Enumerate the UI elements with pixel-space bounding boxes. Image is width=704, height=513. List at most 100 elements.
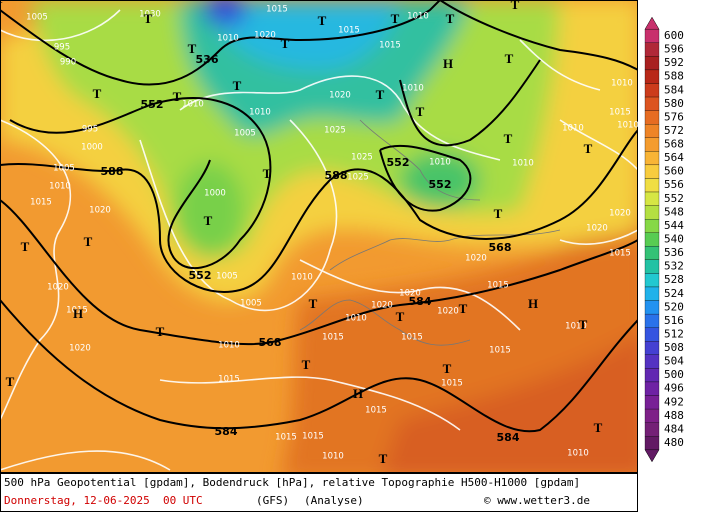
isobar-label: 995 xyxy=(54,43,70,53)
colorbar-label: 580 xyxy=(664,97,684,110)
pressure-center: T xyxy=(505,51,514,66)
isobar-label: 1010 xyxy=(218,341,240,351)
colorbar-swatch xyxy=(644,327,660,342)
isobar-label: 1020 xyxy=(89,206,111,216)
isobar-label: 1010 xyxy=(611,79,633,89)
contour-label: 568 xyxy=(489,241,512,254)
map-labels: 536 552 588 552 588 552 552 568 584 568 584 584 1005… xyxy=(0,0,639,466)
isobar-label: 1015 xyxy=(609,249,631,259)
colorbar-label: 504 xyxy=(664,355,684,368)
pressure-center: T xyxy=(391,11,400,26)
colorbar-swatch xyxy=(644,436,660,450)
colorbar-label: 508 xyxy=(664,341,684,354)
isobar-label: 1000 xyxy=(81,143,103,153)
colorbar-swatch xyxy=(644,42,660,57)
colorbar-swatch xyxy=(644,259,660,274)
map-field xyxy=(0,0,638,473)
pressure-center: T xyxy=(204,213,213,228)
colorbar-swatch xyxy=(644,151,660,166)
colorbar-arrow-bottom xyxy=(644,449,660,463)
isobar-label: 1015 xyxy=(441,379,463,389)
colorbar-swatch xyxy=(644,56,660,71)
colorbar-label: 552 xyxy=(664,192,684,205)
pressure-center: T xyxy=(579,317,588,332)
colorbar-label: 480 xyxy=(664,436,684,449)
colorbar-swatch xyxy=(644,124,660,138)
map-frame xyxy=(0,0,638,473)
colorbar-swatch xyxy=(644,368,660,383)
colorbar-label: 588 xyxy=(664,70,684,83)
colorbar-label: 592 xyxy=(664,56,684,69)
pressure-center: T xyxy=(511,0,520,12)
isobar-label: 1005 xyxy=(240,299,262,309)
colorbar-swatch xyxy=(644,83,660,98)
footer-model: (GFS) xyxy=(256,494,289,507)
coastlines xyxy=(299,119,561,346)
colorbar-swatch xyxy=(644,137,660,152)
colorbar-label: 564 xyxy=(664,151,684,164)
isobar-label: 1010 xyxy=(567,449,589,459)
isobar-label: 1010 xyxy=(512,159,534,169)
colorbar-label: 516 xyxy=(664,314,684,327)
colorbar-label: 600 xyxy=(664,29,684,42)
colorbar-swatch xyxy=(644,422,660,437)
pressure-center: T xyxy=(504,131,513,146)
footer-title: 500 hPa Geopotential [gpdam], Bodendruck… xyxy=(4,476,580,489)
pressure-center: T xyxy=(494,206,503,221)
contour-label: 552 xyxy=(141,98,164,111)
pressure-center: T xyxy=(443,361,452,376)
isobar-label: 1010 xyxy=(322,452,344,462)
isobar-label: 1010 xyxy=(429,158,451,168)
colorbar-label: 556 xyxy=(664,178,684,191)
contour-label: 588 xyxy=(325,169,348,182)
isobar-label: 1010 xyxy=(291,273,313,283)
colorbar-swatch xyxy=(644,110,660,125)
pressure-center: T xyxy=(233,78,242,93)
pressure-center: T xyxy=(84,234,93,249)
colorbar-swatch xyxy=(644,286,660,301)
colorbar-label: 560 xyxy=(664,165,684,178)
isobar-label: 995 xyxy=(82,125,98,135)
colorbar-label: 596 xyxy=(664,43,684,56)
colorbar-swatch xyxy=(644,273,660,288)
colorbar-swatch xyxy=(644,313,660,328)
isobar-label: 1020 xyxy=(586,224,608,234)
isobar-label: 1015 xyxy=(302,432,324,442)
pressure-center: T xyxy=(584,141,593,156)
colorbar-swatch xyxy=(644,205,660,220)
pressure-center: T xyxy=(302,357,311,372)
isobar-label: 1015 xyxy=(401,333,423,343)
isobar-label: 1010 xyxy=(249,108,271,118)
pressure-center: T xyxy=(173,89,182,104)
pressure-center: H xyxy=(443,56,453,71)
isobar-label: 1010 xyxy=(49,182,71,192)
isobar-label: 1010 xyxy=(217,34,239,44)
isobar-label: 1020 xyxy=(465,254,487,264)
colorbar-label: 544 xyxy=(664,219,684,232)
isobar-label: 1015 xyxy=(365,406,387,416)
isobar-label: 1015 xyxy=(218,375,240,385)
pressure-center: T xyxy=(281,36,290,51)
isobar-label: 1015 xyxy=(609,108,631,118)
colorbar-label: 488 xyxy=(664,409,684,422)
isobar-label: 1010 xyxy=(617,121,639,131)
pressure-center: T xyxy=(188,41,197,56)
colorbar-swatch xyxy=(644,191,660,206)
pressure-center: T xyxy=(263,166,272,181)
pressure-center: T xyxy=(21,239,30,254)
isobar-label: 1020 xyxy=(609,209,631,219)
isobar-label: 1015 xyxy=(489,346,511,356)
isobar-label: 1015 xyxy=(275,433,297,443)
colorbar-arrow-top xyxy=(644,16,660,30)
contour-label: 584 xyxy=(409,295,432,308)
pressure-center: T xyxy=(6,374,15,389)
colorbar-swatch xyxy=(644,395,660,410)
pressure-center: T xyxy=(379,451,388,466)
isobar-label: 1005 xyxy=(53,164,75,174)
footer-run: (Analyse) xyxy=(304,494,364,507)
colorbar-label: 576 xyxy=(664,110,684,123)
isobar-label: 1005 xyxy=(216,272,238,282)
isobar-label: 1025 xyxy=(347,173,369,183)
isobar-label: 1015 xyxy=(66,306,88,316)
